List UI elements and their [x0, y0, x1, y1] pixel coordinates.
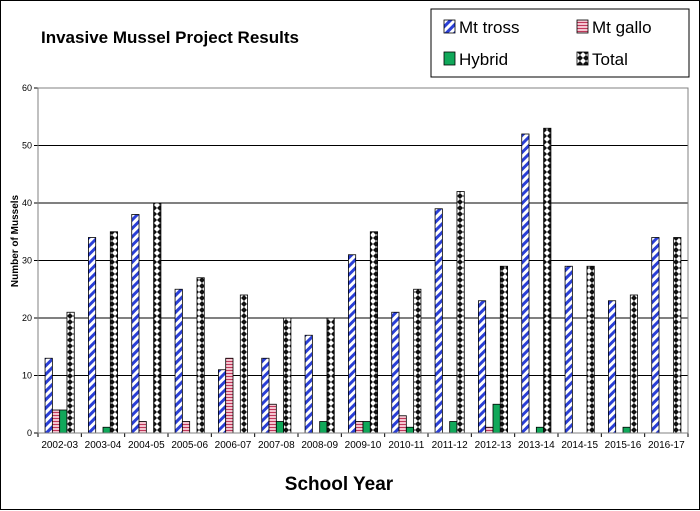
legend-label-total: Total: [592, 50, 628, 69]
x-tick-label: 2013-14: [518, 440, 555, 451]
legend-swatch-hybrid: [443, 51, 456, 66]
bar-total-2009-10: [369, 231, 378, 434]
y-tick-label: 30: [22, 256, 32, 266]
y-tick-label: 50: [22, 141, 32, 151]
bar-hybrid-2012-13: [492, 403, 501, 434]
x-tick-label: 2002-03: [41, 440, 78, 451]
legend-swatch-total: [576, 51, 589, 66]
x-tick-label: 2008-09: [301, 440, 338, 451]
bar-total-2006-07: [239, 294, 249, 434]
x-tick-label: 2014-15: [561, 440, 598, 451]
y-tick-label: 60: [22, 83, 32, 93]
bar-total-2012-13: [499, 265, 508, 434]
bar-total-2004-05: [153, 202, 162, 434]
bar-mt-tross-2014-15: [564, 265, 573, 434]
bar-mt-tross-2004-05: [131, 214, 140, 434]
bar-mt-tross-2012-13: [477, 300, 487, 434]
bar-hybrid-2010-11: [405, 426, 415, 434]
bar-mt-tross-2015-16: [608, 300, 617, 434]
bar-hybrid-2007-08: [275, 421, 285, 434]
y-tick-label: 40: [22, 198, 32, 208]
bar-mt-gallo-2009-10: [355, 421, 364, 434]
bar-mt-tross-2003-04: [88, 237, 97, 434]
bar-mt-tross-2013-14: [521, 133, 530, 434]
bar-total-2015-16: [629, 294, 638, 434]
bar-total-2008-09: [326, 317, 335, 434]
x-axis-ticks: 2002-03 2003-04 2004-05 2005-06 2006-07 2007-…: [37, 433, 689, 451]
bar-mt-gallo-2005-06: [181, 421, 191, 434]
bar-mt-tross-2005-06: [174, 288, 183, 434]
bar-mt-tross-2009-10: [347, 254, 357, 434]
bars: [44, 127, 682, 434]
legend-swatch-mt-gallo: [576, 19, 589, 34]
bar-hybrid-2008-09: [319, 421, 328, 434]
bar-total-2007-08: [283, 317, 292, 434]
bar-mt-gallo-2007-08: [268, 403, 277, 434]
bar-hybrid-2013-14: [535, 426, 545, 434]
bar-mt-gallo-2012-13: [485, 426, 494, 434]
bar-total-2005-06: [196, 277, 205, 434]
legend: Mt tross Mt gallo Hybrid Total: [430, 8, 690, 78]
y-axis-label: Number of Mussels: [10, 194, 21, 287]
legend-label-hybrid: Hybrid: [459, 50, 508, 69]
bar-total-2011-12: [456, 191, 465, 434]
bar-mt-tross-2002-03: [44, 357, 53, 434]
bar-mt-gallo-2002-03: [51, 409, 61, 434]
legend-swatch-mt-tross: [443, 19, 456, 34]
x-tick-label: 2011-12: [432, 440, 468, 451]
bar-total-2003-04: [109, 231, 119, 434]
x-tick-label: 2015-16: [605, 440, 642, 451]
x-tick-label: 2010-11: [388, 440, 424, 451]
bar-mt-tross-2011-12: [434, 208, 443, 434]
bar-mt-tross-2016-17: [651, 237, 660, 434]
bar-mt-tross-2006-07: [217, 369, 227, 434]
bar-mt-gallo-2010-11: [398, 415, 407, 434]
x-axis-label: School Year: [285, 474, 394, 495]
legend-box: [430, 8, 690, 78]
y-tick-label: 20: [22, 313, 32, 323]
y-axis-ticks: 0 10 20 30 40 50 60: [22, 83, 38, 438]
plot-area-border: [37, 87, 689, 434]
x-tick-label: 2012-13: [475, 440, 512, 451]
bar-mt-gallo-2006-07: [225, 357, 234, 434]
chart-title: Invasive Mussel Project Results: [41, 28, 299, 47]
y-tick-label: 10: [22, 371, 32, 381]
bar-total-2014-15: [586, 265, 595, 434]
bar-mt-tross-2007-08: [261, 357, 270, 434]
legend-label-mt-gallo: Mt gallo: [592, 18, 652, 37]
bar-hybrid-2003-04: [102, 426, 111, 434]
x-tick-label: 2005-06: [171, 440, 208, 451]
bar-mt-gallo-2004-05: [138, 421, 147, 434]
x-tick-label: 2006-07: [215, 440, 252, 451]
bar-hybrid-2015-16: [622, 426, 631, 434]
bar-total-2013-14: [543, 127, 552, 434]
bar-total-2002-03: [66, 311, 75, 434]
legend-label-mt-tross: Mt tross: [459, 18, 519, 37]
x-tick-label: 2004-05: [128, 440, 165, 451]
x-tick-label: 2003-04: [85, 440, 122, 451]
bar-hybrid-2002-03: [59, 409, 68, 434]
bar-hybrid-2009-10: [362, 421, 371, 434]
bar-mt-tross-2008-09: [304, 334, 313, 434]
y-tick-label: 0: [27, 428, 32, 438]
x-tick-label: 2007-08: [258, 440, 295, 451]
bar-total-2010-11: [413, 288, 422, 434]
bar-mt-tross-2010-11: [391, 311, 400, 434]
bar-total-2016-17: [673, 237, 682, 434]
x-tick-label: 2009-10: [345, 440, 382, 451]
bar-hybrid-2011-12: [449, 421, 458, 434]
x-tick-label: 2016-17: [648, 440, 685, 451]
